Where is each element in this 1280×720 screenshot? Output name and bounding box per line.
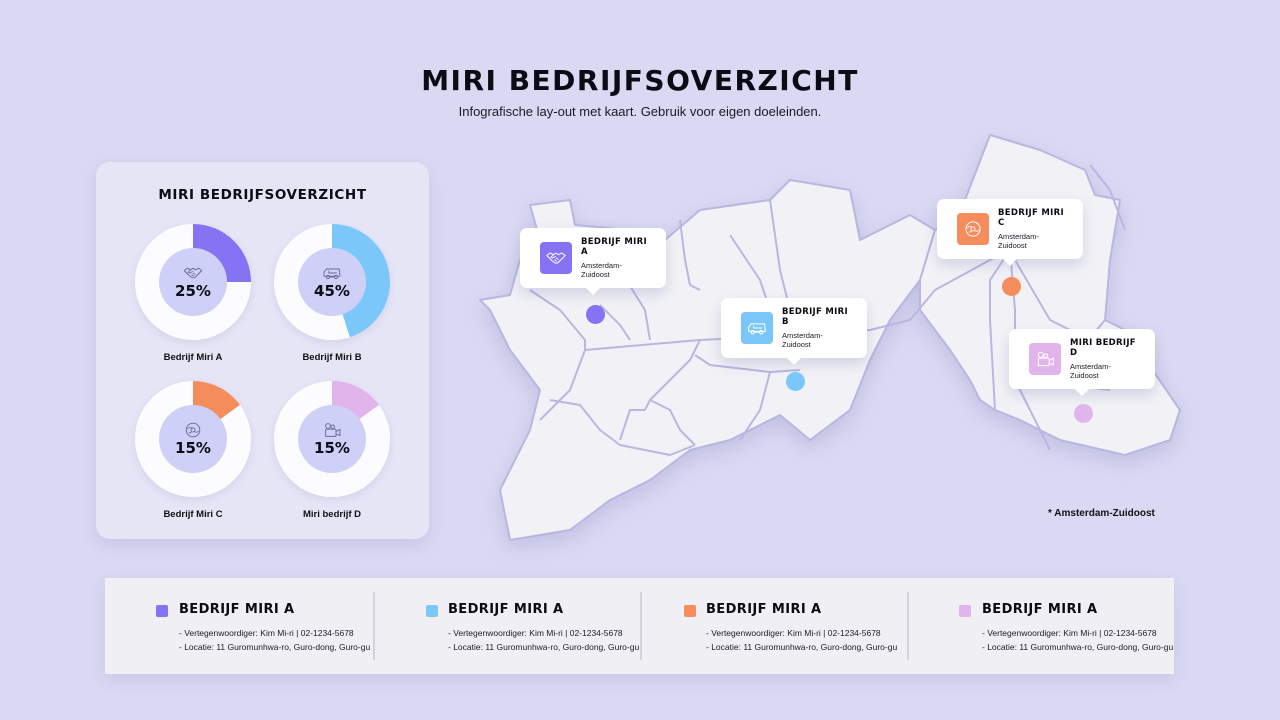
donut-icon <box>963 220 983 238</box>
callout-location: Amsterdam-Zuidoost <box>1070 362 1111 380</box>
legend-item: BEDRIJF MIRI A - Vertegenwoordiger: Kim … <box>909 578 1174 674</box>
map-pin-a[interactable] <box>586 305 605 324</box>
legend-color-swatch <box>684 605 696 617</box>
map-pin-b[interactable] <box>786 372 805 391</box>
donut-center: 15% <box>298 405 366 473</box>
donut-percent: 25% <box>175 281 211 300</box>
callout-name: BEDRIJF MIRI C <box>998 208 1064 228</box>
region-map: BEDRIJF MIRI A Amsterdam-Zuidoost BEDRIJ… <box>470 110 1190 550</box>
donut-percent: 15% <box>314 438 350 457</box>
overview-panel: MIRI BEDRIJFSOVERZICHT 25% Bedrijf Miri … <box>96 162 429 539</box>
callout-icon-box <box>1029 343 1061 375</box>
donut-center: 45% <box>298 248 366 316</box>
legend-color-swatch <box>426 605 438 617</box>
handshake-icon <box>546 249 566 267</box>
callout-name: MIRI BEDRIJF D <box>1070 338 1136 358</box>
page-subtitle: Infografische lay-out met kaart. Gebruik… <box>458 104 822 119</box>
donut-percent: 15% <box>175 438 211 457</box>
map-footnote: * Amsterdam-Zuidoost <box>1048 508 1155 519</box>
callout-name: BEDRIJF MIRI A <box>581 237 647 257</box>
legend-divider <box>907 592 909 660</box>
legend-item: BEDRIJF MIRI A - Vertegenwoordiger: Kim … <box>105 578 373 674</box>
donut-center: 15% <box>159 405 227 473</box>
donut-ring: 15% <box>274 381 390 497</box>
donut-chart-a: 25% Bedrijf Miri A <box>123 224 263 363</box>
legend-location: - Locatie: 11 Guromunhwa-ro, Guro-dong, … <box>179 642 371 652</box>
video-camera-icon <box>322 422 342 438</box>
donut-label: Bedrijf Miri C <box>163 509 223 520</box>
callout-icon-box <box>540 242 572 274</box>
donut-chart-d: 15% Miri bedrijf D <box>262 381 402 520</box>
donut-center: 25% <box>159 248 227 316</box>
company-legend: BEDRIJF MIRI A - Vertegenwoordiger: Kim … <box>105 578 1174 674</box>
legend-item: BEDRIJF MIRI A - Vertegenwoordiger: Kim … <box>642 578 907 674</box>
legend-name: BEDRIJF MIRI A <box>448 602 564 617</box>
legend-representative: - Vertegenwoordiger: Kim Mi-ri | 02-1234… <box>706 628 881 638</box>
legend-location: - Locatie: 11 Guromunhwa-ro, Guro-dong, … <box>448 642 640 652</box>
donut-chart-b: 45% Bedrijf Miri B <box>262 224 402 363</box>
panel-title: MIRI BEDRIJFSOVERZICHT <box>158 187 367 203</box>
legend-representative: - Vertegenwoordiger: Kim Mi-ri | 02-1234… <box>982 628 1157 638</box>
map-pin-d[interactable] <box>1074 404 1093 423</box>
donut-ring: 25% <box>135 224 251 340</box>
legend-name: BEDRIJF MIRI A <box>706 602 822 617</box>
callout-icon-box <box>741 312 773 344</box>
truck-icon <box>747 319 767 337</box>
donut-label: Miri bedrijf D <box>302 509 362 520</box>
legend-name: BEDRIJF MIRI A <box>179 602 295 617</box>
legend-representative: - Vertegenwoordiger: Kim Mi-ri | 02-1234… <box>448 628 623 638</box>
legend-location: - Locatie: 11 Guromunhwa-ro, Guro-dong, … <box>706 642 898 652</box>
legend-divider <box>640 592 642 660</box>
donut-ring: 15% <box>135 381 251 497</box>
donut-percent: 45% <box>314 281 350 300</box>
legend-item: BEDRIJF MIRI A - Vertegenwoordiger: Kim … <box>375 578 640 674</box>
legend-color-swatch <box>156 605 168 617</box>
map-callout-b[interactable]: BEDRIJF MIRI B Amsterdam-Zuidoost <box>721 298 867 365</box>
callout-location: Amsterdam-Zuidoost <box>998 232 1039 250</box>
map-pin-c[interactable] <box>1002 277 1021 296</box>
map-callout-c[interactable]: BEDRIJF MIRI C Amsterdam-Zuidoost <box>937 199 1083 266</box>
legend-location: - Locatie: 11 Guromunhwa-ro, Guro-dong, … <box>982 642 1174 652</box>
donut-chart-c: 15% Bedrijf Miri C <box>123 381 263 520</box>
donut-label: Bedrijf Miri B <box>302 352 362 363</box>
legend-representative: - Vertegenwoordiger: Kim Mi-ri | 02-1234… <box>179 628 354 638</box>
legend-divider <box>373 592 375 660</box>
handshake-icon <box>183 265 203 281</box>
callout-location: Amsterdam-Zuidoost <box>782 331 823 349</box>
callout-icon-box <box>957 213 989 245</box>
donut-ring: 45% <box>274 224 390 340</box>
callout-location: Amsterdam-Zuidoost <box>581 261 622 279</box>
legend-name: BEDRIJF MIRI A <box>982 602 1098 617</box>
video-camera-icon <box>1035 350 1055 368</box>
page-title: MIRI BEDRIJFSOVERZICHT <box>421 64 859 97</box>
map-callout-a[interactable]: BEDRIJF MIRI A Amsterdam-Zuidoost <box>520 228 666 295</box>
legend-color-swatch <box>959 605 971 617</box>
donut-icon <box>183 422 203 438</box>
callout-name: BEDRIJF MIRI B <box>782 307 848 327</box>
map-callout-d[interactable]: MIRI BEDRIJF D Amsterdam-Zuidoost <box>1009 329 1155 396</box>
truck-icon <box>322 265 342 281</box>
donut-label: Bedrijf Miri A <box>163 352 223 363</box>
